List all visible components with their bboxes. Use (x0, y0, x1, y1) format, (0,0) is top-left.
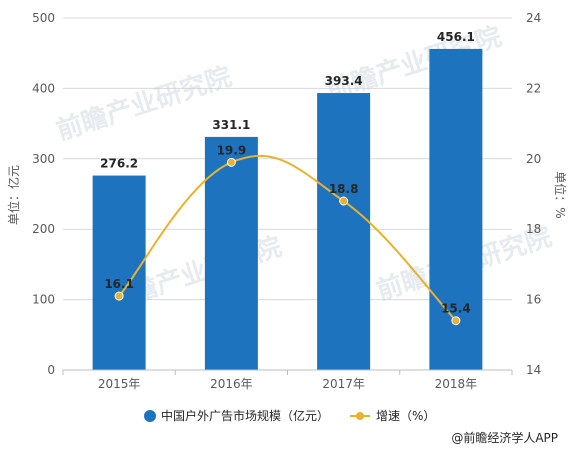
legend-bar-label: 中国户外广告市场规模（亿元） (161, 408, 329, 423)
legend-line-label: 增速（%） (376, 409, 435, 423)
bar-value-label: 331.1 (212, 118, 250, 132)
x-tick-label: 2015年 (98, 377, 141, 391)
legend-bar-swatch (144, 410, 156, 422)
bar (204, 136, 258, 370)
line-point-label: 15.4 (441, 302, 471, 316)
y-axis-title-right: 单位：% (553, 171, 568, 218)
legend: 中国户外广告市场规模（亿元） 增速（%） (144, 408, 435, 423)
y-tick-label-left: 400 (32, 81, 55, 95)
bars (92, 48, 483, 371)
line-point-label: 19.9 (217, 143, 247, 157)
line-point (114, 291, 124, 301)
axes: 0 100 200 300 400 500 14 16 18 20 22 24 2015年 2016年 20… (32, 11, 541, 391)
line-point (451, 316, 461, 326)
labels: 276.2 331.1 393.4 456.1 16.1 19.9 18.8 15.4 (100, 30, 475, 316)
line-point-label: 18.8 (329, 182, 359, 196)
y-tick-label-left: 300 (32, 152, 55, 166)
bar-value-label: 276.2 (100, 157, 138, 171)
y-tick-label-right: 20 (526, 152, 541, 166)
line-point (226, 157, 236, 167)
y-tick-label-left: 100 (32, 293, 55, 307)
y-tick-label-left: 200 (32, 222, 55, 236)
bar (317, 93, 371, 371)
y-tick-label-left: 0 (47, 363, 55, 377)
y-tick-label-right: 24 (526, 11, 541, 25)
bar-value-label: 456.1 (437, 30, 475, 44)
growth-line-path (118, 154, 457, 322)
y-tick-label-right: 16 (526, 293, 541, 307)
watermark: 前瞻产业研究院 (53, 61, 236, 147)
growth-line (114, 154, 461, 326)
y-tick-label-right: 22 (526, 81, 541, 95)
x-tick-label: 2017年 (322, 377, 365, 391)
legend-line-marker (356, 412, 364, 420)
y-tick-label-left: 500 (32, 11, 55, 25)
y-axis-title-left: 单位：亿元 (6, 165, 21, 225)
x-tick-label: 2018年 (435, 377, 478, 391)
x-tick-label: 2016年 (210, 377, 253, 391)
bar (92, 175, 146, 370)
y-tick-label-right: 18 (526, 222, 541, 236)
line-point-label: 16.1 (104, 277, 134, 291)
line-point (339, 196, 349, 206)
bar-value-label: 393.4 (325, 74, 363, 88)
credit: @前瞻经济学人APP (451, 430, 558, 445)
y-tick-label-right: 14 (526, 363, 541, 377)
